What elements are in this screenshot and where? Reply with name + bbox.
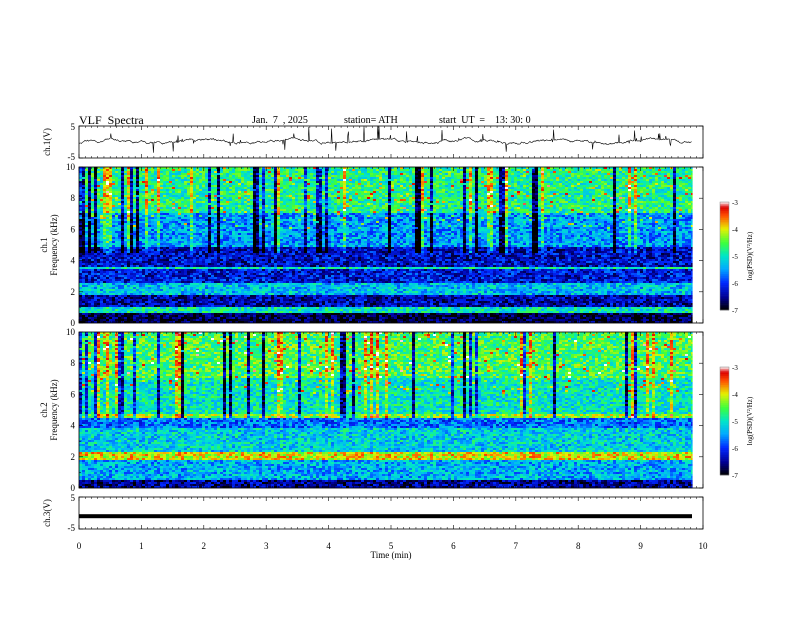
ch1-y-axis-label-channel: ch.1	[39, 237, 49, 252]
ch1-colorbar-tick-label: -5	[732, 253, 738, 261]
ch2-colorbar-tick-label: -5	[732, 418, 738, 426]
ch2-colorbar	[720, 367, 729, 475]
ch2-spectrogram-image	[79, 332, 693, 488]
station-label: station= ATH	[344, 115, 398, 126]
x-tick-label: 8	[576, 541, 581, 551]
ch1-colorbar	[720, 202, 729, 310]
ch1-y-tick-label: 10	[66, 162, 76, 172]
ch1-colorbar-tick-label: -6	[732, 280, 738, 288]
x-tick-label: 10	[699, 541, 709, 551]
x-tick-label: 2	[202, 541, 207, 551]
panel0-y-axis-label: ch.1(V)	[42, 128, 52, 156]
x-tick-label: 7	[514, 541, 519, 551]
ch1-y-tick-label: 8	[71, 193, 76, 203]
ch2-y-tick-label: 2	[71, 452, 76, 462]
panel3-y-tick-label: 5	[71, 493, 76, 503]
panel3-y-tick-label: -5	[68, 523, 76, 533]
x-tick-label: 3	[264, 541, 269, 551]
x-axis-label: Time (min)	[371, 550, 412, 560]
ch2-y-tick-label: 4	[71, 421, 76, 431]
ch1-spectrogram-image	[79, 167, 693, 323]
x-tick-label: 0	[77, 541, 82, 551]
ch2-y-tick-label: 8	[71, 358, 76, 368]
ch1-y-tick-label: 2	[71, 287, 76, 297]
ch1-colorbar-tick-label: -3	[732, 199, 738, 207]
ch1-y-tick-label: 4	[71, 256, 76, 266]
figure-title: VLF Spectra	[79, 113, 144, 128]
ch1-y-axis-label: Frequency (kHz)	[49, 214, 59, 275]
x-tick-label: 9	[638, 541, 643, 551]
start-time-label: start UT = 13: 30: 0	[439, 115, 531, 126]
panel0-y-tick-label: -5	[68, 152, 76, 162]
ch1-colorbar-label: log(PSD)(V²/Hz)	[746, 231, 754, 280]
ch1-colorbar-tick-label: -4	[732, 226, 738, 234]
ch2-colorbar-tick-label: -7	[732, 472, 738, 480]
ch2-colorbar-tick-label: -3	[732, 364, 738, 372]
ch2-y-axis-label-channel: ch.2	[39, 402, 49, 417]
ch2-y-tick-label: 10	[66, 327, 76, 337]
ch2-y-tick-label: 0	[71, 483, 76, 493]
panel0-frame	[79, 126, 703, 158]
x-tick-label: 1	[139, 541, 144, 551]
ch1-waveform-line	[79, 126, 692, 153]
ch1-y-tick-label: 6	[71, 224, 76, 234]
ch2-colorbar-tick-label: -6	[732, 445, 738, 453]
x-tick-label: 4	[326, 541, 331, 551]
ch1-colorbar-tick-label: -7	[732, 307, 738, 315]
ch2-colorbar-tick-label: -4	[732, 391, 738, 399]
panel3-frame	[79, 497, 703, 529]
ch3-waveform-line	[79, 514, 692, 518]
ch2-colorbar-label: log(PSD)(V²/Hz)	[746, 396, 754, 445]
panel3-y-axis-label: ch.3(V)	[42, 499, 52, 527]
x-tick-label: 6	[451, 541, 456, 551]
ch2-y-tick-label: 6	[71, 389, 76, 399]
ch2-y-axis-label: Frequency (kHz)	[49, 379, 59, 440]
panel0-y-tick-label: 5	[71, 122, 76, 132]
date-label: Jan. 7 , 2025	[252, 115, 308, 126]
